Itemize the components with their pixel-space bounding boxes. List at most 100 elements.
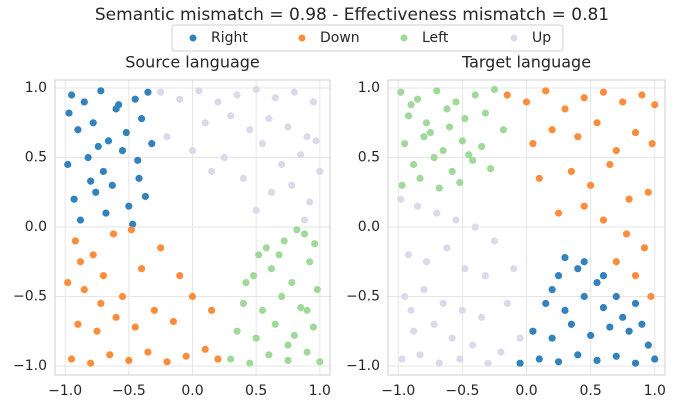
scatter-point <box>233 91 241 99</box>
scatter-point <box>148 140 156 148</box>
scatter-point <box>651 355 659 363</box>
scatter-point <box>137 265 146 273</box>
scatter-point <box>284 341 292 349</box>
scatter-point <box>74 320 82 328</box>
scatter-point <box>499 126 508 134</box>
scatter-point <box>542 299 550 308</box>
scatter-point <box>239 299 248 308</box>
scatter-point <box>290 331 298 339</box>
scatter-point <box>465 151 473 159</box>
scatter-point <box>275 251 283 259</box>
scatter-point <box>561 253 569 262</box>
scatter-point <box>469 341 477 349</box>
scatter-point <box>265 115 273 123</box>
y-tick-label: 0.0 <box>25 219 47 235</box>
scatter-point <box>452 216 460 224</box>
scatter-point <box>316 358 324 366</box>
scatter-point <box>109 230 118 238</box>
plot-points <box>397 85 659 367</box>
scatter-point <box>651 101 659 109</box>
legend-label: Left <box>422 30 449 46</box>
scatter-point <box>401 140 409 148</box>
scatter-point <box>422 119 431 127</box>
scatter-point <box>497 348 505 356</box>
scatter-point <box>567 320 575 328</box>
scatter-point <box>397 88 405 96</box>
scatter-point <box>580 94 588 102</box>
y-tick-label: 0.5 <box>25 150 47 166</box>
scatter-point <box>574 133 582 141</box>
scatter-point <box>422 258 431 266</box>
scatter-point <box>612 146 620 155</box>
scatter-point <box>293 226 301 234</box>
scatter-point <box>127 226 135 234</box>
legend-label: Up <box>532 30 551 46</box>
scatter-point <box>163 358 171 366</box>
scatter-point <box>89 251 97 259</box>
scatter-point <box>413 202 422 210</box>
scatter-point <box>638 91 646 99</box>
scatter-point <box>548 285 556 294</box>
scatter-point <box>516 334 524 342</box>
scatter-point <box>469 156 477 164</box>
scatter-point <box>201 119 209 127</box>
scatter-point <box>490 85 499 94</box>
scatter-point <box>290 88 298 96</box>
y-tick-label: 1.0 <box>358 80 380 96</box>
scatter-point <box>433 87 441 95</box>
scatter-point <box>486 165 495 173</box>
scatter-point <box>461 265 469 273</box>
scatter-point <box>131 323 139 331</box>
scatter-point <box>622 230 631 238</box>
y-tick-label: 1.0 <box>25 80 47 96</box>
scatter-point <box>97 299 105 308</box>
scatter-point <box>619 98 627 106</box>
scatter-point <box>599 88 608 96</box>
scatter-point <box>593 356 601 365</box>
scatter-point <box>625 195 633 203</box>
scatter-point <box>407 306 415 314</box>
scatter-point <box>84 153 92 162</box>
x-tick-label: 0.5 <box>245 383 267 399</box>
scatter-point <box>410 160 418 169</box>
scatter-point <box>599 272 608 280</box>
scatter-point <box>188 146 197 155</box>
scatter-point <box>278 292 286 301</box>
scatter-point <box>80 98 88 106</box>
scatter-point <box>420 285 428 294</box>
scatter-point <box>288 278 296 287</box>
scatter-point <box>115 101 123 109</box>
scatter-point <box>207 306 216 314</box>
scatter-point <box>74 126 82 134</box>
scatter-point <box>93 327 101 335</box>
scatter-point <box>303 306 311 314</box>
scatter-point <box>207 167 216 176</box>
scatter-point <box>195 87 203 95</box>
x-tick-label: 1.0 <box>309 383 331 399</box>
scatter-point <box>76 258 85 266</box>
x-tick-label: 0.0 <box>181 383 203 399</box>
scatter-point <box>135 174 143 182</box>
scatter-point <box>246 126 254 134</box>
scatter-point <box>574 265 582 273</box>
scatter-point <box>201 345 209 353</box>
scatter-point <box>529 327 537 335</box>
scatter-point <box>522 98 531 106</box>
scatter-point <box>144 88 152 96</box>
scatter-point <box>252 206 260 214</box>
x-tick-label: 0.5 <box>579 383 601 399</box>
scatter-point <box>313 285 321 294</box>
scatter-point <box>593 119 601 127</box>
scatter-point <box>214 355 222 363</box>
scatter-point <box>227 355 235 363</box>
scatter-point <box>284 356 292 365</box>
scatter-point <box>112 313 120 321</box>
scatter-point <box>125 356 133 365</box>
scatter-point <box>262 244 270 252</box>
scatter-point <box>542 87 550 95</box>
scatter-point <box>471 223 479 231</box>
scatter-point <box>554 272 563 280</box>
x-tick-label: −0.5 <box>112 383 146 399</box>
scatter-point <box>435 184 443 192</box>
scatter-point <box>94 142 102 151</box>
